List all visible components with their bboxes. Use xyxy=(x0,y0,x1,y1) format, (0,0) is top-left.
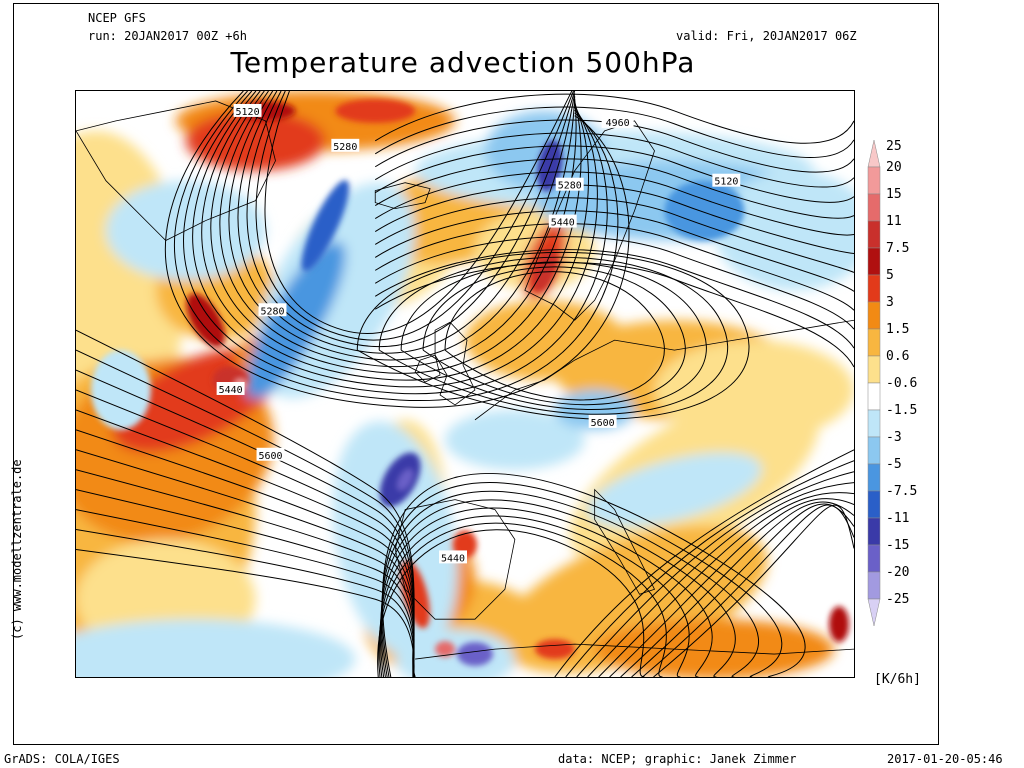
svg-text:5280: 5280 xyxy=(260,306,284,317)
contour-label: 5440 xyxy=(548,214,577,229)
contour-label: 5120 xyxy=(233,103,262,118)
coastline xyxy=(415,643,854,660)
coastlines xyxy=(76,100,854,660)
side-credit: (c) www.modellzentrale.de xyxy=(10,459,24,640)
contour-labels: 5120 5280 4960 5280 5120 5440 5280 5440 … xyxy=(216,103,741,564)
legend-swatch xyxy=(867,328,881,357)
legend-swatch xyxy=(867,140,881,168)
legend-swatch xyxy=(867,598,881,627)
legend-swatch xyxy=(867,166,881,195)
coastline xyxy=(434,321,476,406)
contour-label: 5440 xyxy=(216,382,245,396)
legend-label: -25 xyxy=(886,592,909,607)
coastline xyxy=(76,100,276,241)
legend-unit: [K/6h] xyxy=(874,672,921,687)
contour-label: 5120 xyxy=(712,173,741,188)
run-info: run: 20JAN2017 00Z +6h xyxy=(88,29,247,43)
legend-label: 25 xyxy=(886,140,902,154)
legend-label: -7.5 xyxy=(886,484,917,499)
valid-time: valid: Fri, 20JAN2017 06Z xyxy=(676,29,857,43)
temperature-advection-map: 5120 5280 4960 5280 5120 5440 5280 5440 … xyxy=(75,90,855,678)
legend-swatch xyxy=(867,571,881,600)
legend-swatch xyxy=(867,193,881,222)
legend-label: 1.5 xyxy=(886,322,909,337)
legend-label: -20 xyxy=(886,565,909,580)
svg-text:5600: 5600 xyxy=(591,418,615,429)
contour-label: 5280 xyxy=(258,303,287,317)
legend-label: 0.6 xyxy=(886,349,909,364)
legend-swatch xyxy=(867,247,881,276)
legend-swatch xyxy=(867,544,881,573)
legend-label: 20 xyxy=(886,160,902,175)
data-credit: data: NCEP; graphic: Janek Zimmer xyxy=(558,752,797,766)
svg-text:5280: 5280 xyxy=(333,142,357,153)
svg-text:5440: 5440 xyxy=(551,218,575,229)
contour-label: 5280 xyxy=(555,177,584,192)
svg-text:5280: 5280 xyxy=(558,181,582,192)
geopotential-contours xyxy=(76,91,854,677)
legend-swatch xyxy=(867,301,881,330)
contour-label: 5600 xyxy=(256,447,285,462)
svg-text:4960: 4960 xyxy=(606,118,630,129)
svg-text:5440: 5440 xyxy=(219,385,243,396)
color-legend: 25 20 15 11 7.5 5 3 1.5 0.6 -0.6 -1.5 -3 -5 -7.5 -11 -1… xyxy=(867,140,917,627)
legend-swatch xyxy=(867,274,881,303)
legend-swatch xyxy=(867,382,881,411)
legend-label: 5 xyxy=(886,268,894,283)
coastline xyxy=(594,488,656,595)
legend-label: -11 xyxy=(886,511,909,526)
timestamp: 2017-01-20-05:46 xyxy=(887,752,1003,766)
plot-frame xyxy=(13,3,939,745)
legend-swatch xyxy=(867,220,881,249)
legend-label: -3 xyxy=(886,430,902,445)
model-name: NCEP GFS xyxy=(88,11,146,25)
legend-swatch xyxy=(867,490,881,519)
legend-label: -5 xyxy=(886,457,902,472)
svg-text:5120: 5120 xyxy=(714,177,738,188)
legend-label: 15 xyxy=(886,187,902,202)
map-title: Temperature advection 500hPa xyxy=(230,46,696,79)
contour-label: 5440 xyxy=(439,550,467,564)
coastline xyxy=(374,182,431,210)
legend-label: -15 xyxy=(886,538,909,553)
coastline xyxy=(474,319,854,421)
svg-text:5440: 5440 xyxy=(441,553,465,564)
legend-swatch xyxy=(867,436,881,465)
coastline xyxy=(414,354,441,383)
contour-label: 4960 xyxy=(601,114,634,129)
svg-text:5600: 5600 xyxy=(258,451,282,462)
legend-swatch xyxy=(867,355,881,384)
legend-swatch xyxy=(867,463,881,492)
coastline xyxy=(394,499,516,620)
legend-label: -1.5 xyxy=(886,403,917,418)
legend-label: -0.6 xyxy=(886,376,917,391)
legend-swatch xyxy=(867,517,881,546)
legend-swatch xyxy=(867,409,881,438)
grads-credit: GrADS: COLA/IGES xyxy=(4,752,120,766)
svg-text:5120: 5120 xyxy=(236,107,260,118)
contour-label: 5280 xyxy=(331,138,360,153)
contour-label: 5600 xyxy=(588,414,617,429)
legend-label: 7.5 xyxy=(886,241,909,256)
legend-label: 11 xyxy=(886,214,902,229)
legend-label: 3 xyxy=(886,295,894,310)
